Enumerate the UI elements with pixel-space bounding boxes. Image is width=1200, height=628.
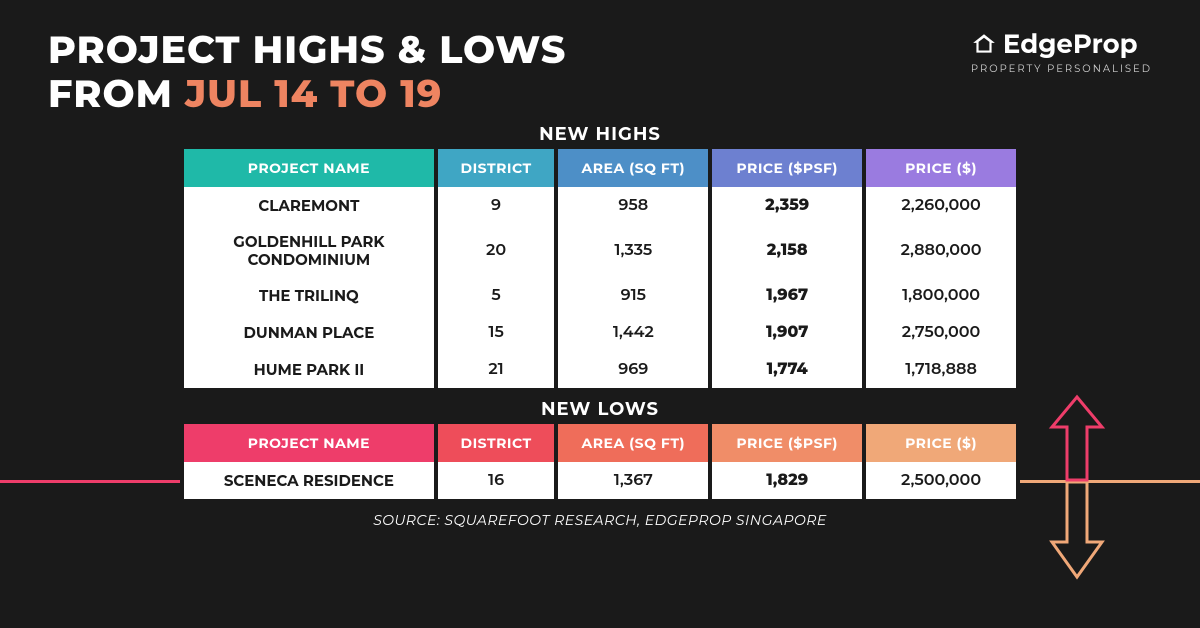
table-row: CLAREMONT99582,3592,260,000 <box>184 187 1016 224</box>
table-row: HUME PARK II219691,7741,718,888 <box>184 351 1016 388</box>
cell-name: GOLDENHILL PARK CONDOMINIUM <box>184 224 434 277</box>
col-project: PROJECT NAME <box>184 149 434 187</box>
cell-name: SCENECA RESIDENCE <box>184 462 434 499</box>
cell-area: 969 <box>558 351 708 388</box>
col-psf: PRICE ($PSF) <box>712 149 862 187</box>
cell-area: 1,442 <box>558 314 708 351</box>
cell-psf: 1,774 <box>712 351 862 388</box>
cell-price: 1,718,888 <box>866 351 1016 388</box>
cell-district: 15 <box>438 314 555 351</box>
brand-block: EdgeProp PROPERTY PERSONALISED <box>971 28 1152 75</box>
page-title: PROJECT HIGHS & LOWS FROM JUL 14 TO 19 <box>48 28 566 115</box>
new-highs-label: NEW HIGHS <box>180 123 1020 145</box>
title-line-1: PROJECT HIGHS & LOWS <box>48 28 566 72</box>
cell-area: 1,367 <box>558 462 708 499</box>
cell-area: 958 <box>558 187 708 224</box>
cell-psf: 1,967 <box>712 277 862 314</box>
table-row: GOLDENHILL PARK CONDOMINIUM201,3352,1582… <box>184 224 1016 277</box>
cell-name: DUNMAN PLACE <box>184 314 434 351</box>
cell-district: 5 <box>438 277 555 314</box>
cell-psf: 1,829 <box>712 462 862 499</box>
col-price: PRICE ($) <box>866 424 1016 462</box>
cell-price: 2,500,000 <box>866 462 1016 499</box>
highs-header-row: PROJECT NAME DISTRICT AREA (SQ FT) PRICE… <box>184 149 1016 187</box>
arrow-down-icon <box>1042 482 1112 582</box>
new-lows-label: NEW LOWS <box>180 398 1020 420</box>
cell-name: CLAREMONT <box>184 187 434 224</box>
title-accent: JUL 14 TO 19 <box>185 70 442 117</box>
cell-price: 2,880,000 <box>866 224 1016 277</box>
col-psf: PRICE ($PSF) <box>712 424 862 462</box>
lows-header-row: PROJECT NAME DISTRICT AREA (SQ FT) PRICE… <box>184 424 1016 462</box>
col-project: PROJECT NAME <box>184 424 434 462</box>
title-line-2: FROM JUL 14 TO 19 <box>48 72 566 116</box>
col-area: AREA (SQ FT) <box>558 149 708 187</box>
logo-tagline: PROPERTY PERSONALISED <box>971 62 1152 75</box>
cell-psf: 1,907 <box>712 314 862 351</box>
cell-district: 9 <box>438 187 555 224</box>
source-attribution: SOURCE: SQUAREFOOT RESEARCH, EDGEPROP SI… <box>0 511 1200 529</box>
col-area: AREA (SQ FT) <box>558 424 708 462</box>
logo-text: EdgeProp <box>1003 28 1138 60</box>
table-row: THE TRILINQ59151,9671,800,000 <box>184 277 1016 314</box>
edgeprop-logo: EdgeProp <box>971 28 1152 60</box>
cell-district: 21 <box>438 351 555 388</box>
cell-name: HUME PARK II <box>184 351 434 388</box>
lows-table: PROJECT NAME DISTRICT AREA (SQ FT) PRICE… <box>180 424 1020 499</box>
cell-psf: 2,359 <box>712 187 862 224</box>
cell-name: THE TRILINQ <box>184 277 434 314</box>
cell-price: 2,750,000 <box>866 314 1016 351</box>
divider-left <box>0 480 180 483</box>
cell-district: 16 <box>438 462 555 499</box>
table-row: SCENECA RESIDENCE161,3671,8292,500,000 <box>184 462 1016 499</box>
house-icon <box>971 31 997 57</box>
cell-district: 20 <box>438 224 555 277</box>
cell-psf: 2,158 <box>712 224 862 277</box>
col-price: PRICE ($) <box>866 149 1016 187</box>
cell-area: 915 <box>558 277 708 314</box>
col-district: DISTRICT <box>438 424 555 462</box>
table-row: DUNMAN PLACE151,4421,9072,750,000 <box>184 314 1016 351</box>
cell-area: 1,335 <box>558 224 708 277</box>
col-district: DISTRICT <box>438 149 555 187</box>
cell-price: 2,260,000 <box>866 187 1016 224</box>
cell-price: 1,800,000 <box>866 277 1016 314</box>
arrow-up-icon <box>1042 392 1112 482</box>
highs-table: PROJECT NAME DISTRICT AREA (SQ FT) PRICE… <box>180 149 1020 388</box>
